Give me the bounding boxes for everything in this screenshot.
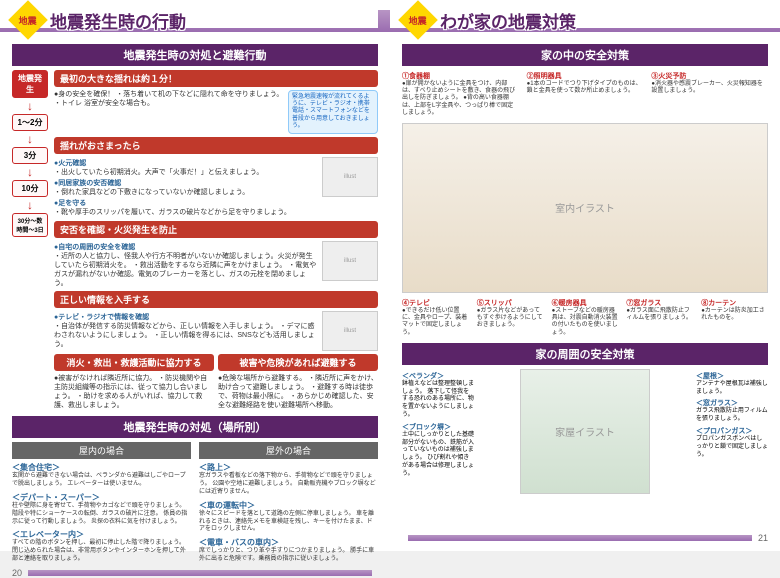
page-number: 21 bbox=[758, 533, 768, 543]
step-head: 消火・救出・救護活動に協力する bbox=[54, 354, 214, 371]
item: ③火災予防●消火器や感震ブレーカー、火災報知器を設置しましょう。 bbox=[651, 70, 768, 117]
timeline-column: 地震発生 ↓ 1〜2分 ↓ 3分 ↓ 10分 ↓ 30分〜数時間〜3日 bbox=[12, 70, 48, 410]
step-head: 揺れがおさまったら bbox=[54, 137, 378, 154]
item: ②照明器具●1本のコードでつり下げタイプのものは、鎖と金具を使って数か所止めまし… bbox=[527, 70, 644, 117]
time-box: 30分〜数時間〜3日 bbox=[12, 213, 48, 237]
item: ④テレビ●できるだけ低い位置に、金具やロープ、装着マットで固定しましょう。 bbox=[402, 297, 469, 337]
step-head: 被害や危険があれば避難する bbox=[218, 354, 378, 371]
illustration: illust bbox=[322, 157, 378, 197]
step-text: ●被害がなければ隣近所に協力。 ・防災機関や自主防災組織等の指示には、従って協力… bbox=[54, 374, 214, 410]
item: ⑧カーテン●カーテンは防炎加工されたものを。 bbox=[701, 297, 768, 337]
house-illustration: 家屋イラスト bbox=[520, 369, 650, 494]
step-head: 正しい情報を入手する bbox=[54, 291, 378, 308]
header-band: 地震 地震発生時の行動 bbox=[0, 8, 390, 38]
step-text: ●身の安全を確保！ ・落ち着いて机の下などに隠れて命を守りましょう。 ・トイレ … bbox=[54, 90, 284, 108]
timeline-block: 地震発生 ↓ 1〜2分 ↓ 3分 ↓ 10分 ↓ 30分〜数時間〜3日 最初の大… bbox=[12, 70, 378, 410]
item: ⑦窓ガラス●ガラス面に飛散防止フィルムを張りましょう。 bbox=[626, 297, 693, 337]
badge-text: 地震 bbox=[19, 13, 37, 26]
header-band: 地震 わが家の地震対策 bbox=[390, 8, 780, 38]
timeline-arrow: ↓ bbox=[12, 100, 48, 112]
steps-column: 最初の大きな揺れは約１分！ ●身の安全を確保！ ・落ち着いて机の下などに隠れて命… bbox=[54, 70, 378, 410]
indoor-column: 屋内の場合 ＜集合住宅＞ 玄関から避難できない場合は、ベランダから避難はしごやロ… bbox=[12, 442, 191, 563]
exterior-left: ＜ベランダ＞ 鉢植えなどは整理整頓しましょう。 落下して怪我をする恐れのある場所… bbox=[402, 369, 474, 498]
timeline-arrow: ↓ bbox=[12, 166, 48, 178]
section-2-title: 家の周囲の安全対策 bbox=[402, 343, 768, 365]
illustration: illust bbox=[322, 311, 378, 351]
bottom-items-grid: ④テレビ●できるだけ低い位置に、金具やロープ、装着マットで固定しましょう。 ⑤ス… bbox=[402, 297, 768, 337]
outdoor-column: 屋外の場合 ＜路上＞ 窓ガラスや看板などの落下物から、手荷物などで頭を守りましょ… bbox=[199, 442, 378, 563]
location-columns: 屋内の場合 ＜集合住宅＞ 玄関から避難できない場合は、ベランダから避難はしごやロ… bbox=[12, 442, 378, 563]
badge-diamond: 地震 bbox=[398, 0, 438, 40]
page-title: わが家の地震対策 bbox=[440, 8, 576, 33]
item: ⑥暖房器具●ストーブなどの暖房器具は、対震自動消火装置の付いたものを使いましょう… bbox=[552, 297, 619, 337]
section-1-title: 地震発生時の対処と避難行動 bbox=[12, 44, 378, 66]
time-box: 10分 bbox=[12, 180, 48, 197]
room-illustration: 室内イラスト bbox=[402, 123, 768, 293]
time-box: 3分 bbox=[12, 147, 48, 164]
exterior-right: ＜屋根＞ アンテナや屋根瓦は補強しましょう。 ＜窓ガラス＞ ガラス飛散防止用フィ… bbox=[696, 369, 768, 498]
top-items-grid: ①食器棚●扉が開かないように金具をつけ、内部は、すべり止めシートを敷き、食器の飛… bbox=[402, 70, 768, 117]
timeline-arrow: ↓ bbox=[12, 133, 48, 145]
exterior-block: ＜ベランダ＞ 鉢植えなどは整理整頓しましょう。 落下して怪我をする恐れのある場所… bbox=[402, 369, 768, 498]
page-footer: 21 bbox=[402, 529, 768, 543]
section-1-title: 家の中の安全対策 bbox=[402, 44, 768, 66]
step-text: ●火元確認 ・出火していたら初期消火。大声で「火事だ！」と伝えましょう。 ●同居… bbox=[54, 157, 318, 218]
step-text: ●自宅の周囲の安全を確認 ・近所の人と協力し、怪我人や行方不明者がいないか確認し… bbox=[54, 241, 318, 288]
item: ①食器棚●扉が開かないように金具をつけ、内部は、すべり止めシートを敷き、食器の飛… bbox=[402, 70, 519, 117]
info-balloon: 緊急地震速報が流れてくるように、テレビ・ラジオ・携帯電話・スマートフォンなどを普… bbox=[288, 90, 378, 134]
column-head: 屋外の場合 bbox=[199, 442, 378, 459]
badge-text: 地震 bbox=[409, 13, 427, 26]
time-box: 地震発生 bbox=[12, 70, 48, 98]
badge-diamond: 地震 bbox=[8, 0, 48, 40]
page-number: 20 bbox=[12, 568, 22, 578]
left-page: 地震 地震発生時の行動 地震発生時の対処と避難行動 地震発生 ↓ 1〜2分 ↓ … bbox=[0, 0, 390, 551]
time-box: 1〜2分 bbox=[12, 114, 48, 131]
item: ⑤スリッパ●ガラス片などがあってもすぐ歩けるようにしておきましょう。 bbox=[477, 297, 544, 337]
step-head: 安否を確認・火災発生を防止 bbox=[54, 221, 378, 238]
right-page: 地震 わが家の地震対策 家の中の安全対策 ①食器棚●扉が開かないように金具をつけ… bbox=[390, 0, 780, 551]
column-head: 屋内の場合 bbox=[12, 442, 191, 459]
step-text: ●テレビ・ラジオで情報を確認 ・自治体が発信する防災情報などから、正しい情報を入… bbox=[54, 311, 318, 349]
illustration: illust bbox=[322, 241, 378, 281]
step-head: 最初の大きな揺れは約１分！ bbox=[54, 70, 378, 87]
page-footer: 20 bbox=[12, 564, 378, 578]
page-title: 地震発生時の行動 bbox=[50, 8, 186, 33]
section-2-title: 地震発生時の対処（場所別） bbox=[12, 416, 378, 438]
timeline-arrow: ↓ bbox=[12, 199, 48, 211]
step-text: ●危険な場所から避難する。 ・隣近所に声をかけ、助け合って避難しましょう。 ・避… bbox=[218, 374, 378, 410]
